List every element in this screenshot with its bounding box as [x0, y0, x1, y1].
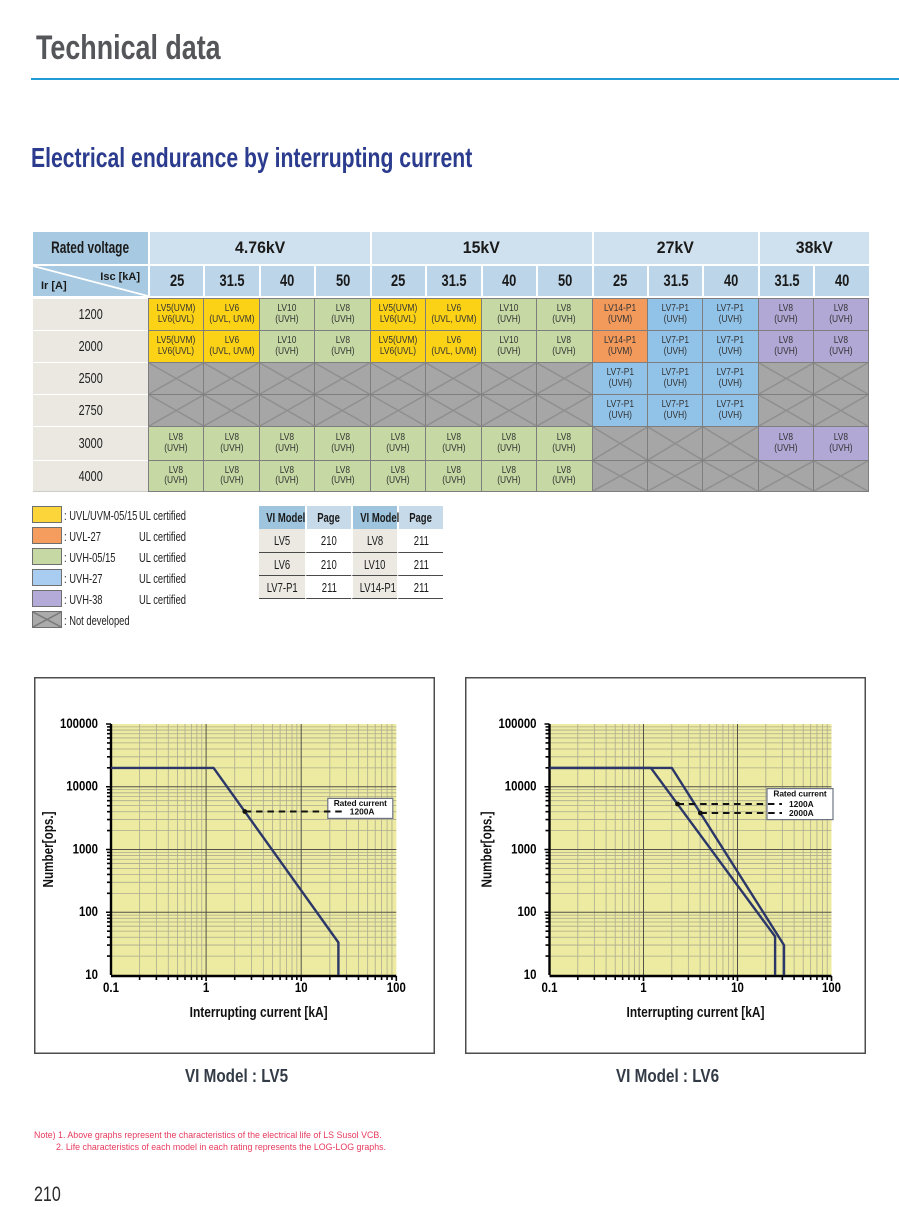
svg-text:10: 10 [295, 980, 308, 995]
svg-text:1200A: 1200A [350, 807, 375, 817]
svg-text:100000: 100000 [60, 716, 98, 731]
svg-text:Number[ops.]: Number[ops.] [479, 811, 496, 887]
svg-text:2000A: 2000A [789, 808, 814, 818]
svg-text:10: 10 [731, 980, 744, 995]
svg-text:1200A: 1200A [789, 799, 814, 809]
svg-text:10000: 10000 [505, 779, 537, 794]
svg-text:Rated current: Rated current [773, 788, 826, 798]
svg-text:100: 100 [822, 980, 841, 995]
svg-text:100: 100 [79, 904, 98, 919]
svg-text:10: 10 [524, 967, 537, 982]
svg-text:100: 100 [387, 980, 406, 995]
svg-text:Number[ops.]: Number[ops.] [40, 811, 57, 887]
svg-text:10000: 10000 [66, 779, 98, 794]
svg-text:1: 1 [203, 980, 210, 995]
svg-text:Interrupting current [kA]: Interrupting current [kA] [190, 1004, 328, 1021]
svg-text:1000: 1000 [511, 841, 536, 856]
svg-text:1: 1 [640, 980, 647, 995]
svg-text:10: 10 [85, 967, 98, 982]
svg-text:0.1: 0.1 [542, 980, 558, 995]
svg-text:Interrupting current [kA]: Interrupting current [kA] [627, 1004, 765, 1021]
svg-text:0.1: 0.1 [103, 980, 119, 995]
svg-text:100: 100 [518, 904, 537, 919]
svg-text:100000: 100000 [499, 716, 537, 731]
svg-text:Rated current: Rated current [334, 798, 387, 808]
svg-text:1000: 1000 [73, 841, 98, 856]
